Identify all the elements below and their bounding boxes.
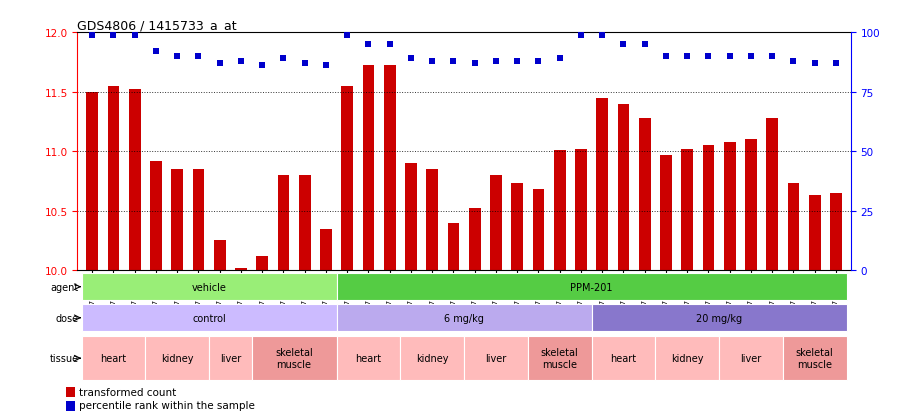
- Text: liver: liver: [741, 353, 762, 363]
- Bar: [592, 305, 846, 331]
- Bar: [405, 164, 417, 271]
- Bar: [337, 274, 846, 300]
- Bar: [66, 387, 75, 397]
- Text: kidney: kidney: [671, 353, 703, 363]
- Text: skeletal
muscle: skeletal muscle: [541, 347, 579, 369]
- Bar: [66, 401, 75, 411]
- Bar: [235, 268, 247, 271]
- Text: liver: liver: [485, 353, 507, 363]
- Text: transformed count: transformed count: [79, 387, 177, 397]
- Bar: [257, 256, 268, 271]
- Bar: [278, 176, 289, 271]
- Bar: [209, 337, 251, 380]
- Bar: [129, 90, 140, 271]
- Bar: [703, 146, 714, 271]
- Text: kidney: kidney: [416, 353, 449, 363]
- Bar: [320, 229, 332, 271]
- Bar: [337, 305, 592, 331]
- Text: heart: heart: [100, 353, 126, 363]
- Text: liver: liver: [219, 353, 241, 363]
- Bar: [596, 98, 608, 271]
- Bar: [682, 150, 693, 271]
- Bar: [341, 86, 353, 271]
- Bar: [528, 337, 592, 380]
- Text: heart: heart: [611, 353, 636, 363]
- Text: 6 mg/kg: 6 mg/kg: [444, 313, 484, 323]
- Bar: [107, 86, 119, 271]
- Bar: [723, 142, 735, 271]
- Bar: [532, 190, 544, 271]
- Bar: [490, 176, 501, 271]
- Bar: [251, 337, 337, 380]
- Bar: [511, 184, 523, 271]
- Bar: [745, 140, 757, 271]
- Bar: [575, 150, 587, 271]
- Bar: [639, 119, 651, 271]
- Bar: [554, 151, 566, 271]
- Bar: [298, 176, 310, 271]
- Text: agent: agent: [50, 282, 78, 292]
- Text: vehicle: vehicle: [192, 282, 227, 292]
- Bar: [788, 184, 799, 271]
- Text: 20 mg/kg: 20 mg/kg: [696, 313, 743, 323]
- Bar: [171, 170, 183, 271]
- Bar: [618, 104, 630, 271]
- Bar: [719, 337, 783, 380]
- Text: kidney: kidney: [161, 353, 194, 363]
- Bar: [362, 66, 374, 271]
- Text: PPM-201: PPM-201: [571, 282, 612, 292]
- Bar: [193, 170, 205, 271]
- Bar: [337, 337, 400, 380]
- Text: skeletal
muscle: skeletal muscle: [796, 347, 834, 369]
- Bar: [809, 196, 821, 271]
- Bar: [82, 337, 146, 380]
- Bar: [82, 274, 337, 300]
- Text: percentile rank within the sample: percentile rank within the sample: [79, 401, 255, 411]
- Bar: [592, 337, 655, 380]
- Bar: [150, 161, 162, 271]
- Bar: [783, 337, 846, 380]
- Bar: [86, 93, 98, 271]
- Text: control: control: [192, 313, 226, 323]
- Bar: [464, 337, 528, 380]
- Bar: [427, 170, 438, 271]
- Bar: [655, 337, 719, 380]
- Bar: [146, 337, 209, 380]
- Text: GDS4806 / 1415733_a_at: GDS4806 / 1415733_a_at: [77, 19, 237, 31]
- Bar: [384, 66, 396, 271]
- Text: tissue: tissue: [49, 353, 78, 363]
- Bar: [214, 241, 226, 271]
- Bar: [469, 209, 480, 271]
- Text: skeletal
muscle: skeletal muscle: [275, 347, 313, 369]
- Bar: [766, 119, 778, 271]
- Text: heart: heart: [356, 353, 381, 363]
- Bar: [82, 305, 337, 331]
- Bar: [448, 223, 460, 271]
- Bar: [660, 155, 672, 271]
- Text: dose: dose: [56, 313, 78, 323]
- Bar: [400, 337, 464, 380]
- Bar: [830, 193, 842, 271]
